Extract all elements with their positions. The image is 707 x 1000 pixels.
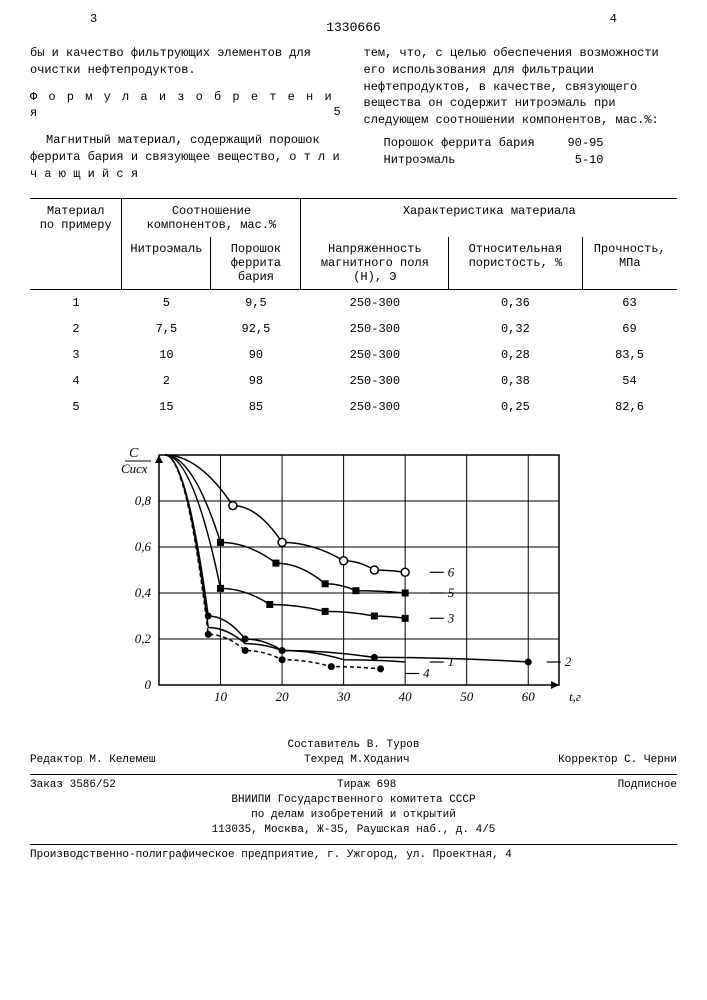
table-cell: 63 — [582, 289, 677, 316]
table-cell: 1 — [30, 289, 122, 316]
table-cell: 10 — [122, 342, 211, 368]
th-porosity: Относительная пористость, % — [449, 237, 582, 290]
svg-text:0,8: 0,8 — [134, 493, 151, 508]
line-num-5: 5 — [334, 105, 341, 119]
table-row: 4298250-3000,3854 — [30, 368, 677, 394]
table-cell: 2 — [30, 316, 122, 342]
svg-text:3: 3 — [446, 610, 454, 625]
page-num-left: 3 — [90, 12, 97, 26]
svg-text:0,2: 0,2 — [134, 631, 151, 646]
svg-text:10: 10 — [214, 689, 228, 704]
table-cell: 90 — [211, 342, 301, 368]
table-row: 27,592,5250-3000,3269 — [30, 316, 677, 342]
table-cell: 69 — [582, 316, 677, 342]
th-strength: Прочность, МПа — [582, 237, 677, 290]
page-num-right: 4 — [610, 12, 617, 26]
table-cell: 5 — [30, 394, 122, 420]
svg-text:0,4: 0,4 — [134, 585, 151, 600]
svg-text:1: 1 — [447, 654, 454, 669]
svg-text:30: 30 — [336, 689, 351, 704]
table-row: 51585250-3000,2582,6 — [30, 394, 677, 420]
table-cell: 7,5 — [122, 316, 211, 342]
svg-text:60: 60 — [521, 689, 535, 704]
svg-text:0: 0 — [144, 677, 151, 692]
left-p2: Магнитный материал, содержащий порошок ф… — [30, 132, 344, 182]
formula-heading: Ф о р м у л а и з о б р е т е н и я — [30, 89, 344, 123]
table-cell: 0,28 — [449, 342, 582, 368]
table-cell: 250-300 — [301, 368, 449, 394]
table-cell: 2 — [122, 368, 211, 394]
th-material: Материал по примеру — [30, 198, 122, 289]
subscription: Подписное — [618, 779, 677, 791]
tech-editor: Техред М.Ходанич — [304, 754, 410, 766]
th-field: Напряженность магнитного поля (Н), Э — [301, 237, 449, 290]
org-line2: по делам изобретений и открытий — [30, 809, 677, 821]
svg-text:6: 6 — [447, 564, 454, 579]
right-p1: тем, что, с целью обеспечения возможност… — [364, 45, 678, 129]
right-column: тем, что, с целью обеспечения возможност… — [364, 45, 678, 183]
table-cell: 85 — [211, 394, 301, 420]
th-char: Характеристика материала — [301, 198, 677, 237]
table-cell: 250-300 — [301, 289, 449, 316]
footer: Составитель В. Туров Редактор М. Келемеш… — [30, 739, 677, 861]
table-cell: 54 — [582, 368, 677, 394]
comp2-label: Нитроэмаль — [384, 152, 456, 169]
table-cell: 0,36 — [449, 289, 582, 316]
comp1-val: 90-95 — [567, 135, 603, 152]
table-cell: 0,38 — [449, 368, 582, 394]
text-columns: 5 бы и качество фильтрующих элементов дл… — [30, 45, 677, 183]
th-ratio: Соотношение компонентов, мас.% — [122, 198, 301, 237]
table-row: 31090250-3000,2883,5 — [30, 342, 677, 368]
table-cell: 9,5 — [211, 289, 301, 316]
svg-text:t,г: t,г — [569, 689, 581, 704]
org-line1: ВНИИПИ Государственного комитета СССР — [30, 794, 677, 806]
svg-text:0,6: 0,6 — [134, 539, 151, 554]
comp2-val: 5-10 — [575, 152, 604, 169]
data-table: Материал по примеру Соотношение компонен… — [30, 198, 677, 420]
table-cell: 4 — [30, 368, 122, 394]
table-cell: 98 — [211, 368, 301, 394]
left-column: бы и качество фильтрующих элементов для … — [30, 45, 344, 183]
svg-text:2: 2 — [564, 654, 571, 669]
table-cell: 83,5 — [582, 342, 677, 368]
table-cell: 3 — [30, 342, 122, 368]
editor: Редактор М. Келемеш — [30, 754, 155, 766]
table-cell: 5 — [122, 289, 211, 316]
table-row: 159,5250-3000,3663 — [30, 289, 677, 316]
svg-text:40: 40 — [398, 689, 412, 704]
table-cell: 92,5 — [211, 316, 301, 342]
svg-text:5: 5 — [447, 585, 454, 600]
svg-text:4: 4 — [423, 665, 430, 680]
left-p1: бы и качество фильтрующих элементов для … — [30, 45, 344, 79]
svg-text:Cисх: Cисх — [121, 461, 148, 476]
tirazh: Тираж 698 — [337, 779, 396, 791]
patent-number: 1330666 — [30, 20, 677, 35]
corrector: Корректор С. Черни — [558, 754, 677, 766]
component-row: Нитроэмаль 5-10 — [384, 152, 604, 169]
compiler: Составитель В. Туров — [30, 739, 677, 751]
th-nitro: Нитроэмаль — [122, 237, 211, 290]
table-cell: 0,25 — [449, 394, 582, 420]
svg-text:20: 20 — [275, 689, 289, 704]
decay-chart: 10 20 30 40 50 60 0,2 0,4 0,6 0,8 0 CCисх t,г 6 5 3 1 4 2 — [104, 435, 604, 719]
component-row: Порошок феррита бария 90-95 — [384, 135, 604, 152]
order-num: Заказ 3586/52 — [30, 779, 116, 791]
table-cell: 82,6 — [582, 394, 677, 420]
table-cell: 250-300 — [301, 394, 449, 420]
table-cell: 250-300 — [301, 342, 449, 368]
table-cell: 250-300 — [301, 316, 449, 342]
comp1-label: Порошок феррита бария — [384, 135, 535, 152]
svg-text:50: 50 — [460, 689, 474, 704]
org-address: 113035, Москва, Ж-35, Раушская наб., д. … — [30, 824, 677, 836]
th-ferrite: Порошок феррита бария — [211, 237, 301, 290]
table-cell: 0,32 — [449, 316, 582, 342]
printer-line: Производственно-полиграфическое предприя… — [30, 849, 677, 861]
svg-text:C: C — [129, 446, 139, 461]
table-cell: 15 — [122, 394, 211, 420]
